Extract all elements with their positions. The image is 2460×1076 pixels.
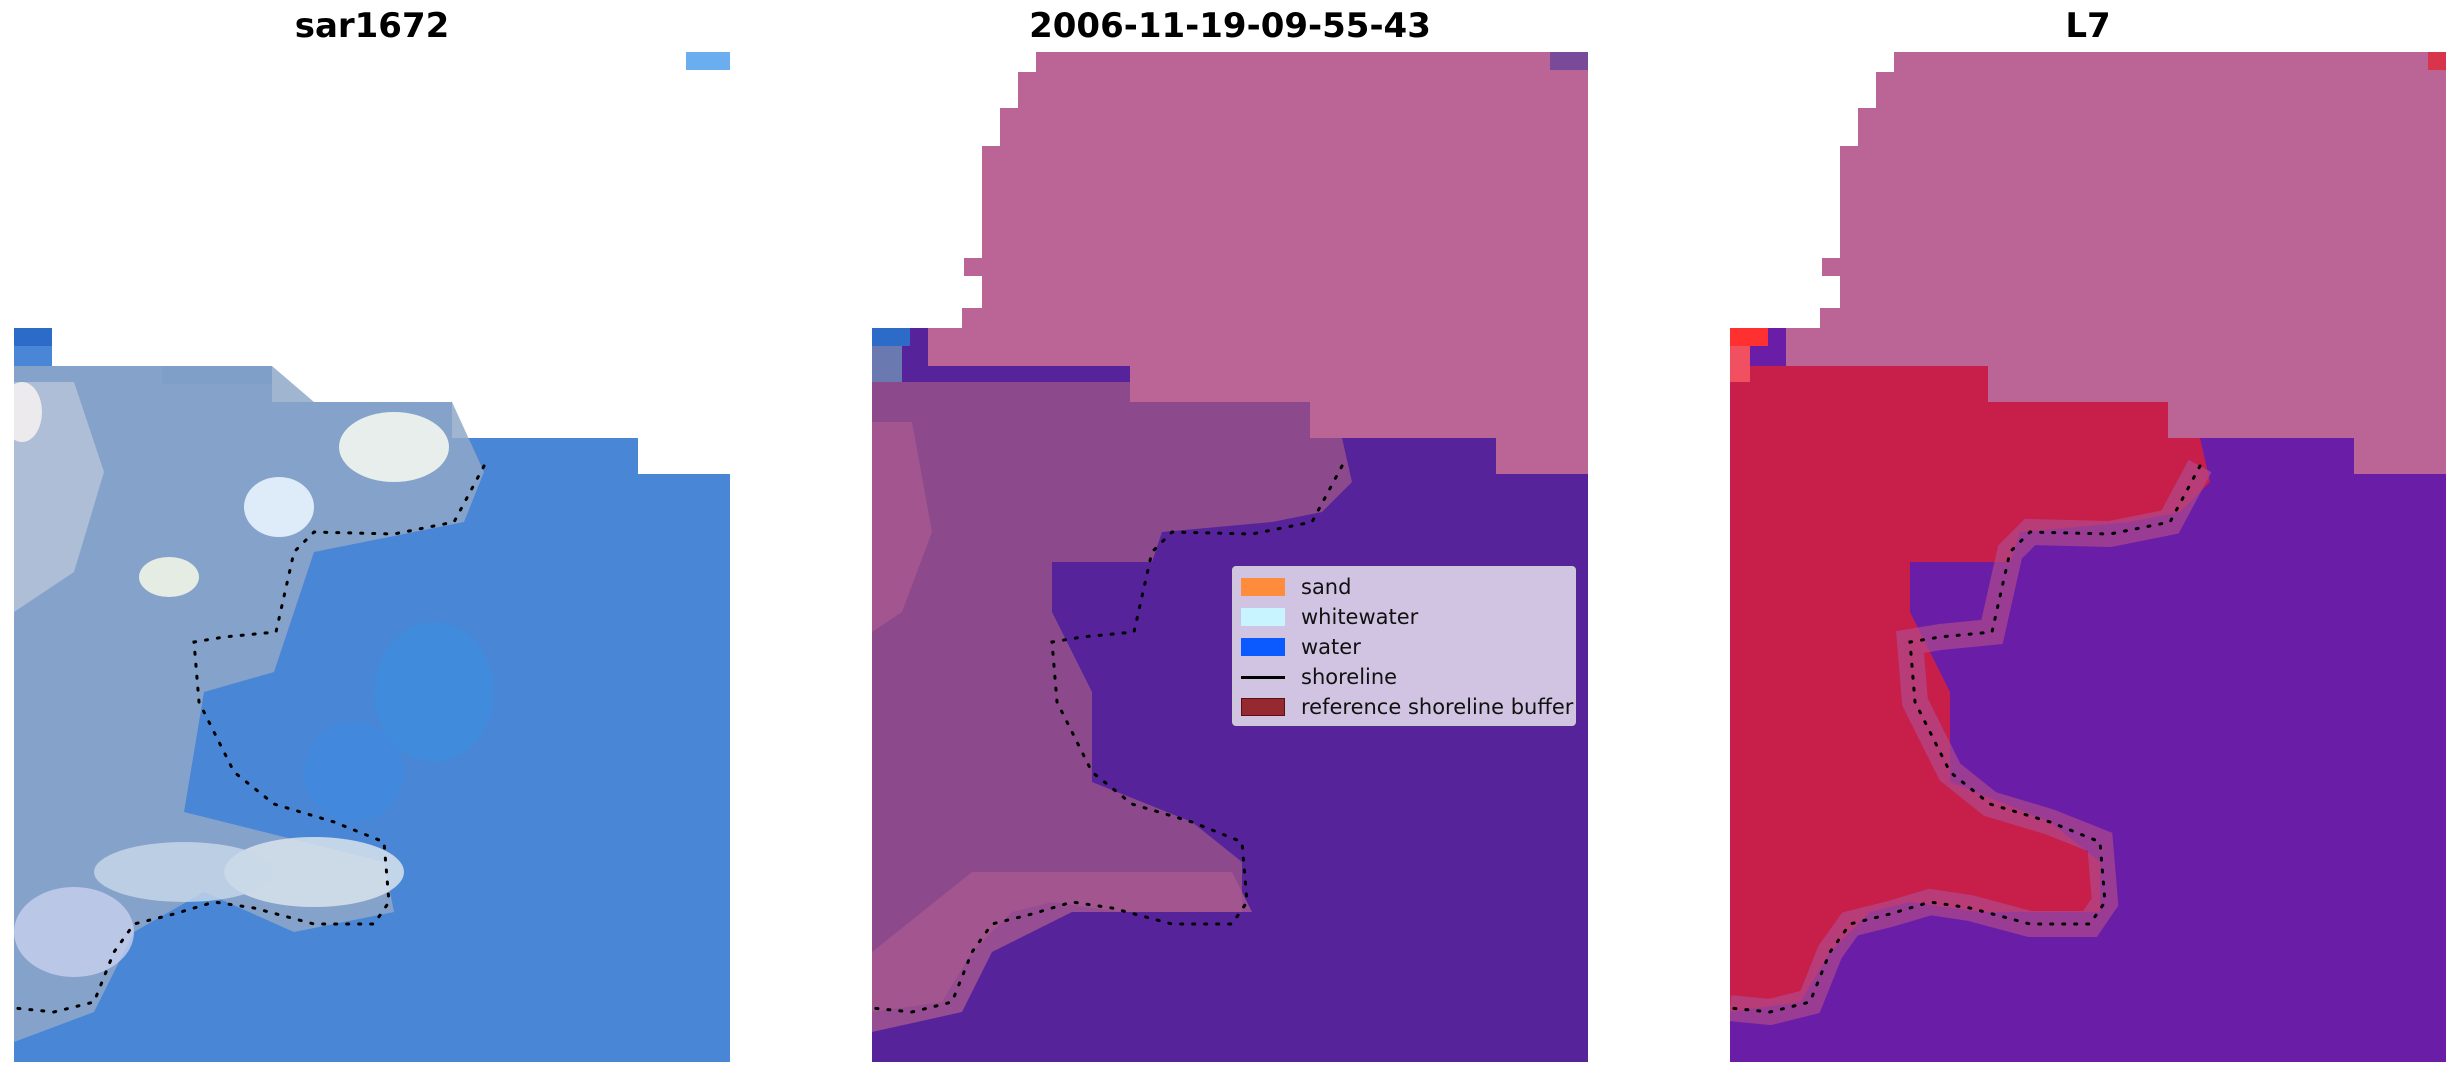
legend-item-water: water	[1241, 635, 1361, 659]
panel-title-index: L7	[2065, 6, 2111, 46]
legend: sand whitewater water shoreline referenc…	[1232, 566, 1576, 726]
legend-label: reference shoreline buffer	[1301, 695, 1574, 719]
legend-label: water	[1301, 635, 1361, 659]
legend-label: shoreline	[1301, 665, 1398, 689]
legend-swatch-water	[1241, 638, 1285, 656]
legend-item-buffer: reference shoreline buffer	[1241, 695, 1573, 719]
legend-swatch-sand	[1241, 578, 1285, 596]
index-image	[1730, 52, 2446, 1062]
index-image-panel	[1730, 52, 2446, 1062]
legend-label: whitewater	[1301, 605, 1419, 629]
legend-item-whitewater: whitewater	[1241, 605, 1418, 629]
legend-item-sand: sand	[1241, 575, 1351, 599]
legend-item-shoreline: shoreline	[1241, 665, 1397, 689]
legend-line-shoreline	[1241, 675, 1285, 679]
legend-label: sand	[1301, 575, 1352, 599]
legend-swatch-buffer	[1241, 698, 1285, 716]
rgb-image	[14, 52, 730, 1062]
legend-swatch-whitewater	[1241, 608, 1285, 626]
panel-title-rgb: sar1672	[294, 6, 450, 46]
rgb-image-panel	[14, 52, 730, 1062]
classified-image-panel	[872, 52, 1588, 1062]
panel-title-classified: 2006-11-19-09-55-43	[1029, 6, 1431, 46]
classified-image	[872, 52, 1588, 1062]
